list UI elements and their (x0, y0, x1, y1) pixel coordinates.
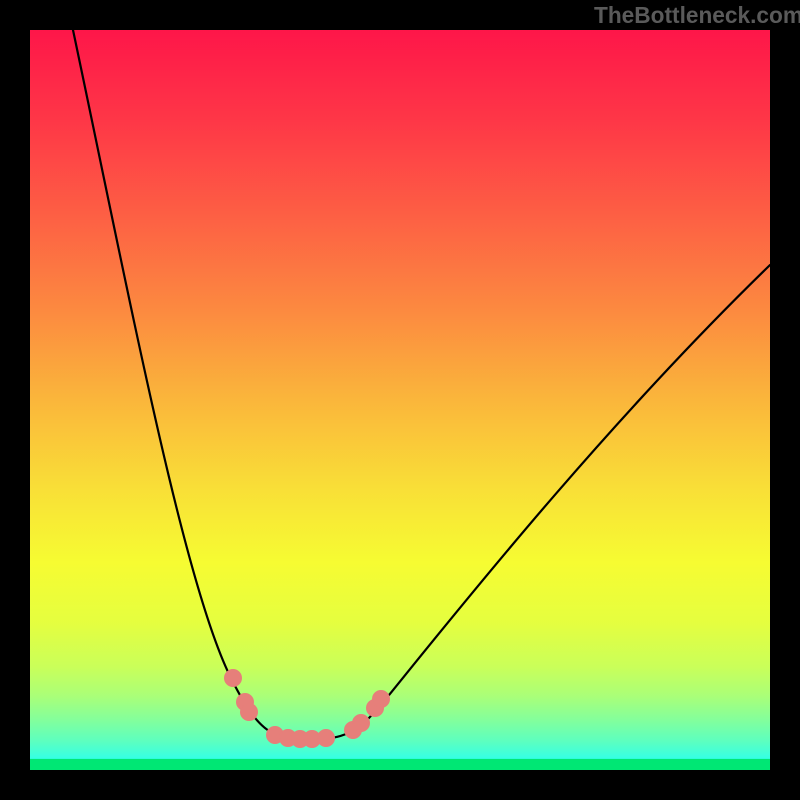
green-band (30, 759, 770, 770)
marker-point (225, 670, 242, 687)
chart-svg (0, 0, 800, 800)
chart-stage: TheBottleneck.com (0, 0, 800, 800)
marker-point (373, 691, 390, 708)
marker-point (241, 704, 258, 721)
plot-background (30, 30, 770, 770)
marker-point (318, 730, 335, 747)
marker-point (353, 715, 370, 732)
